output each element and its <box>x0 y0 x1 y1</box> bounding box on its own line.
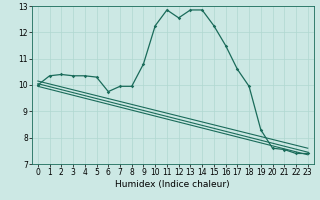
X-axis label: Humidex (Indice chaleur): Humidex (Indice chaleur) <box>116 180 230 189</box>
